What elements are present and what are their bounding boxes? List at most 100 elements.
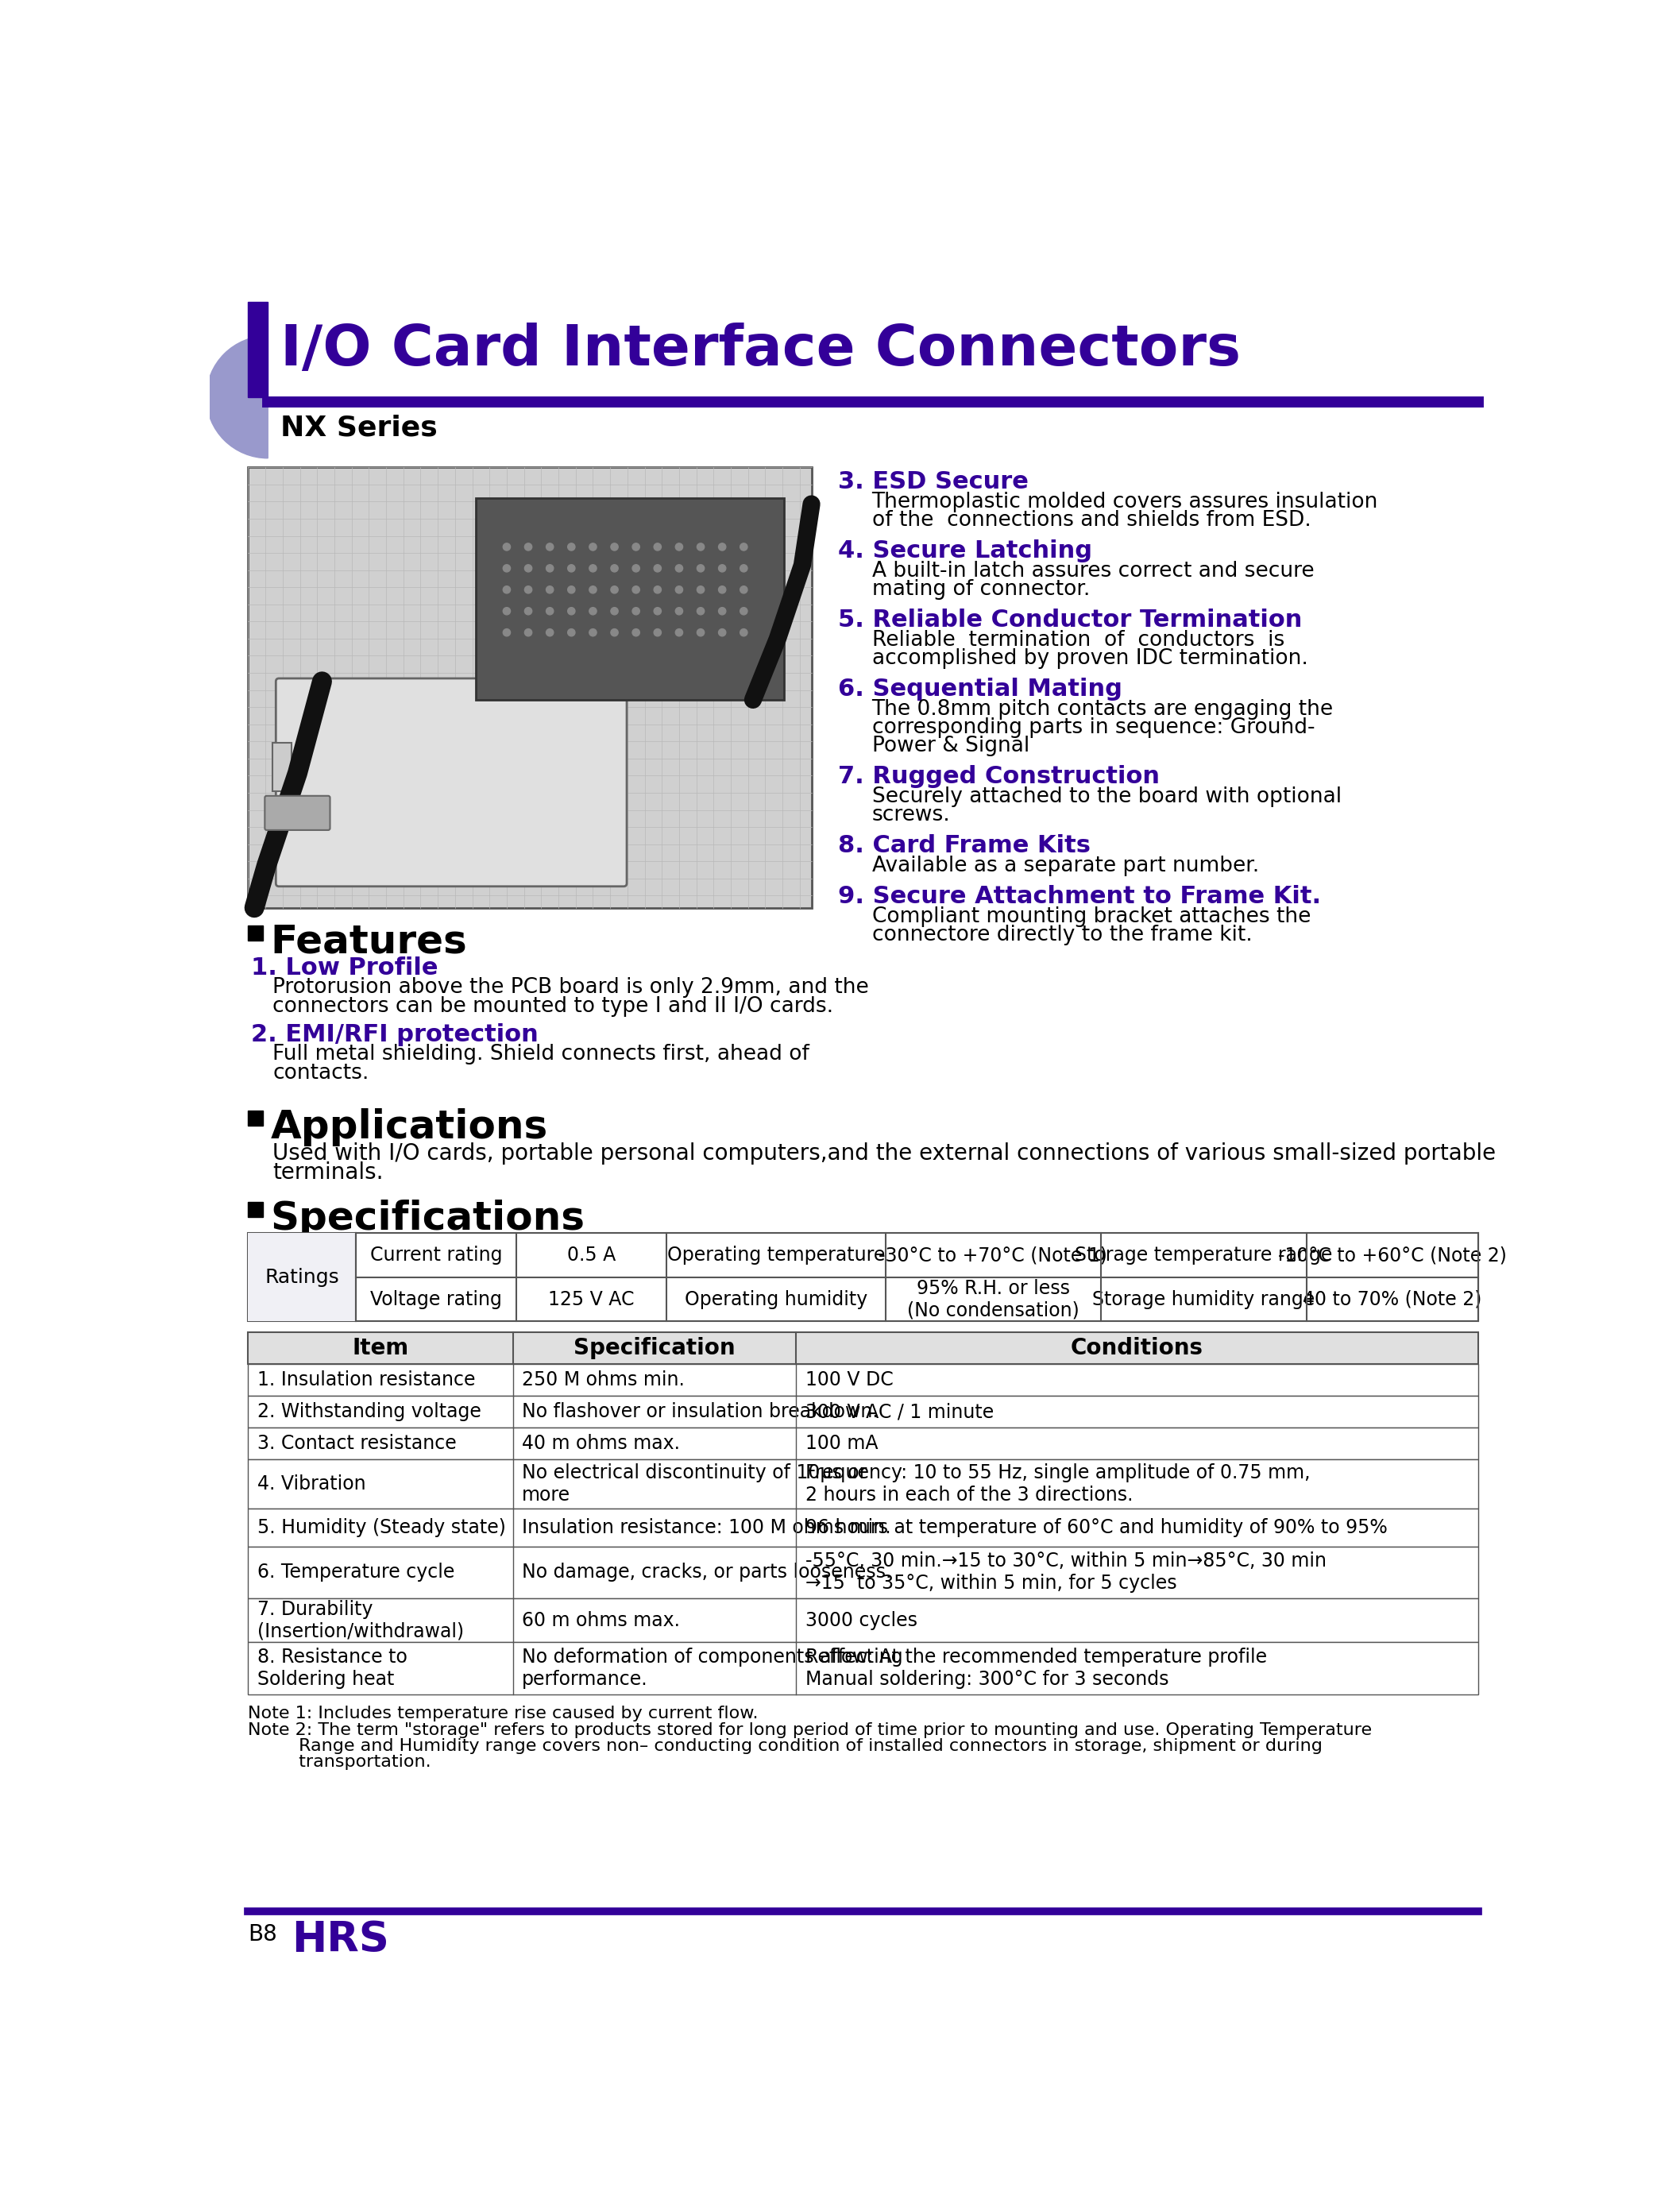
Text: 8. Resistance to
Soldering heat: 8. Resistance to Soldering heat (257, 1647, 408, 1688)
Circle shape (502, 630, 511, 636)
FancyBboxPatch shape (265, 796, 329, 831)
Text: Voltage rating: Voltage rating (370, 1290, 502, 1308)
Bar (249, 1599, 1478, 1642)
Text: screws.: screws. (872, 805, 951, 827)
FancyBboxPatch shape (276, 678, 627, 886)
Circle shape (719, 564, 726, 573)
Circle shape (739, 608, 748, 615)
Circle shape (739, 542, 748, 551)
Text: corresponding parts in sequence: Ground-: corresponding parts in sequence: Ground- (872, 717, 1315, 739)
Text: Available as a separate part number.: Available as a separate part number. (872, 855, 1258, 877)
Text: 3. Contact resistance: 3. Contact resistance (257, 1435, 457, 1452)
Text: 1. Insulation resistance: 1. Insulation resistance (257, 1371, 475, 1389)
Text: No deformation of components affecting
performance.: No deformation of components affecting p… (522, 1647, 904, 1688)
Circle shape (719, 630, 726, 636)
Circle shape (524, 608, 533, 615)
Circle shape (502, 586, 511, 593)
Text: 8. Card Frame Kits: 8. Card Frame Kits (838, 835, 1090, 857)
Circle shape (719, 608, 726, 615)
Text: I/O Card Interface Connectors: I/O Card Interface Connectors (281, 321, 1240, 376)
Text: 125 V AC: 125 V AC (548, 1290, 635, 1308)
Circle shape (546, 608, 553, 615)
Text: 9. Secure Attachment to Frame Kit.: 9. Secure Attachment to Frame Kit. (838, 886, 1320, 908)
Text: HRS: HRS (291, 1920, 388, 1962)
Text: Ratings: Ratings (265, 1268, 339, 1286)
Text: Compliant mounting bracket attaches the: Compliant mounting bracket attaches the (872, 908, 1310, 927)
Text: Storage humidity range: Storage humidity range (1092, 1290, 1315, 1308)
Text: -30°C to +70°C (Note 1): -30°C to +70°C (Note 1) (879, 1247, 1107, 1264)
Circle shape (546, 586, 553, 593)
Circle shape (546, 630, 553, 636)
Circle shape (654, 564, 662, 573)
Text: Power & Signal: Power & Signal (872, 735, 1030, 757)
Text: Operating temperature: Operating temperature (667, 1247, 885, 1264)
Text: Used with I/O cards, portable personal computers,and the external connections of: Used with I/O cards, portable personal c… (272, 1142, 1497, 1163)
Text: 3000 cycles: 3000 cycles (805, 1612, 917, 1629)
Bar (249, 1233, 356, 1321)
Text: 250 M ohms min.: 250 M ohms min. (522, 1371, 685, 1389)
Text: Operating humidity: Operating humidity (685, 1290, 867, 1308)
Circle shape (632, 586, 640, 593)
Circle shape (502, 608, 511, 615)
Circle shape (697, 586, 704, 593)
Bar (249, 302, 267, 398)
Circle shape (654, 608, 662, 615)
Text: connectors can be mounted to type I and II I/O cards.: connectors can be mounted to type I and … (272, 995, 833, 1017)
Text: 5. Humidity (Steady state): 5. Humidity (Steady state) (257, 1518, 506, 1537)
Text: 40 m ohms max.: 40 m ohms max. (522, 1435, 680, 1452)
Circle shape (632, 608, 640, 615)
Bar (249, 1111, 264, 1126)
Circle shape (654, 542, 662, 551)
Text: Frequency: 10 to 55 Hz, single amplitude of 0.75 mm,
2 hours in each of the 3 di: Frequency: 10 to 55 Hz, single amplitude… (805, 1463, 1310, 1505)
Text: 7. Rugged Construction: 7. Rugged Construction (838, 765, 1159, 787)
Circle shape (697, 630, 704, 636)
Bar (249, 925, 264, 940)
Circle shape (739, 564, 748, 573)
Circle shape (502, 564, 511, 573)
Text: Item: Item (353, 1336, 408, 1360)
Polygon shape (475, 499, 785, 700)
Circle shape (568, 608, 575, 615)
Bar (249, 1233, 1478, 1321)
Circle shape (502, 542, 511, 551)
Text: Storage temperature range: Storage temperature range (1075, 1247, 1332, 1264)
Text: accomplished by proven IDC termination.: accomplished by proven IDC termination. (872, 647, 1307, 669)
Circle shape (568, 564, 575, 573)
Text: 60 m ohms max.: 60 m ohms max. (522, 1612, 680, 1629)
Text: 6. Temperature cycle: 6. Temperature cycle (257, 1564, 455, 1581)
Text: Note 1: Includes temperature rise caused by current flow.: Note 1: Includes temperature rise caused… (249, 1706, 759, 1721)
Circle shape (612, 586, 618, 593)
Circle shape (590, 608, 596, 615)
Text: 2. Withstanding voltage: 2. Withstanding voltage (257, 1402, 480, 1422)
Circle shape (632, 630, 640, 636)
Circle shape (654, 586, 662, 593)
Circle shape (739, 630, 748, 636)
Text: 6. Sequential Mating: 6. Sequential Mating (838, 678, 1122, 700)
Bar (249, 1459, 1478, 1509)
Text: Current rating: Current rating (370, 1247, 502, 1264)
Text: 4. Secure Latching: 4. Secure Latching (838, 540, 1092, 562)
Text: 40 to 70% (Note 2): 40 to 70% (Note 2) (1304, 1290, 1482, 1308)
Circle shape (524, 586, 533, 593)
Bar (249, 1365, 1478, 1395)
Text: 100 V DC: 100 V DC (805, 1371, 894, 1389)
Text: No flashover or insulation breakdown.: No flashover or insulation breakdown. (522, 1402, 879, 1422)
Text: No electrical discontinuity of 10μs or
more: No electrical discontinuity of 10μs or m… (522, 1463, 867, 1505)
Circle shape (524, 542, 533, 551)
Text: 3. ESD Secure: 3. ESD Secure (838, 470, 1028, 494)
Bar (249, 1428, 1478, 1459)
Circle shape (675, 542, 682, 551)
Text: The 0.8mm pitch contacts are engaging the: The 0.8mm pitch contacts are engaging th… (872, 700, 1334, 720)
Text: Note 2: The term "storage" refers to products stored for long period of time pri: Note 2: The term "storage" refers to pro… (249, 1723, 1373, 1739)
Bar (249, 1546, 1478, 1599)
Circle shape (568, 630, 575, 636)
Circle shape (697, 608, 704, 615)
Text: Full metal shielding. Shield connects first, ahead of: Full metal shielding. Shield connects fi… (272, 1043, 810, 1065)
Text: -10°C to +60°C (Note 2): -10°C to +60°C (Note 2) (1278, 1247, 1507, 1264)
Bar (249, 1203, 264, 1216)
Bar (249, 1395, 1478, 1428)
Wedge shape (207, 337, 267, 459)
Circle shape (568, 586, 575, 593)
Text: NX Series: NX Series (281, 413, 437, 442)
Circle shape (719, 586, 726, 593)
